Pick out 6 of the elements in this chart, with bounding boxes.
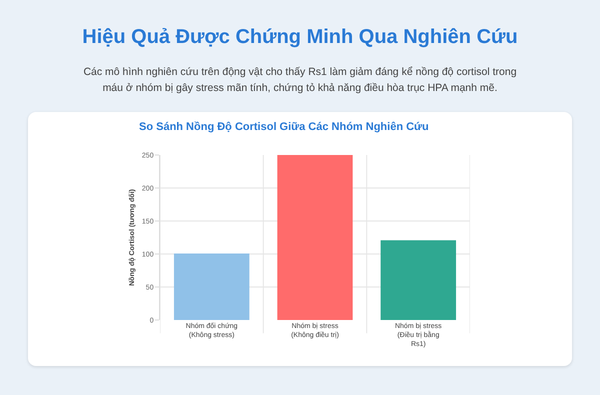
bar [277, 155, 353, 320]
chart-subtitle: Các mô hình nghiên cứu trên động vật cho thấy Rs1 làm giảm đáng kể nồng độ cortisol trong máu ở nhóm bị gây stress mãn tính, chứng tỏ khả năng điều hòa trục HPA mạnh mẽ. [82, 65, 518, 96]
bar [174, 254, 250, 320]
text: So Sánh Nồng Độ Cortisol Giữa Các Nhóm Nghiên Cứu [139, 121, 429, 133]
bar [380, 240, 456, 320]
chart-title: Hiệu Quả Được Chứng Minh Qua Nghiên Cứu [81, 26, 519, 49]
